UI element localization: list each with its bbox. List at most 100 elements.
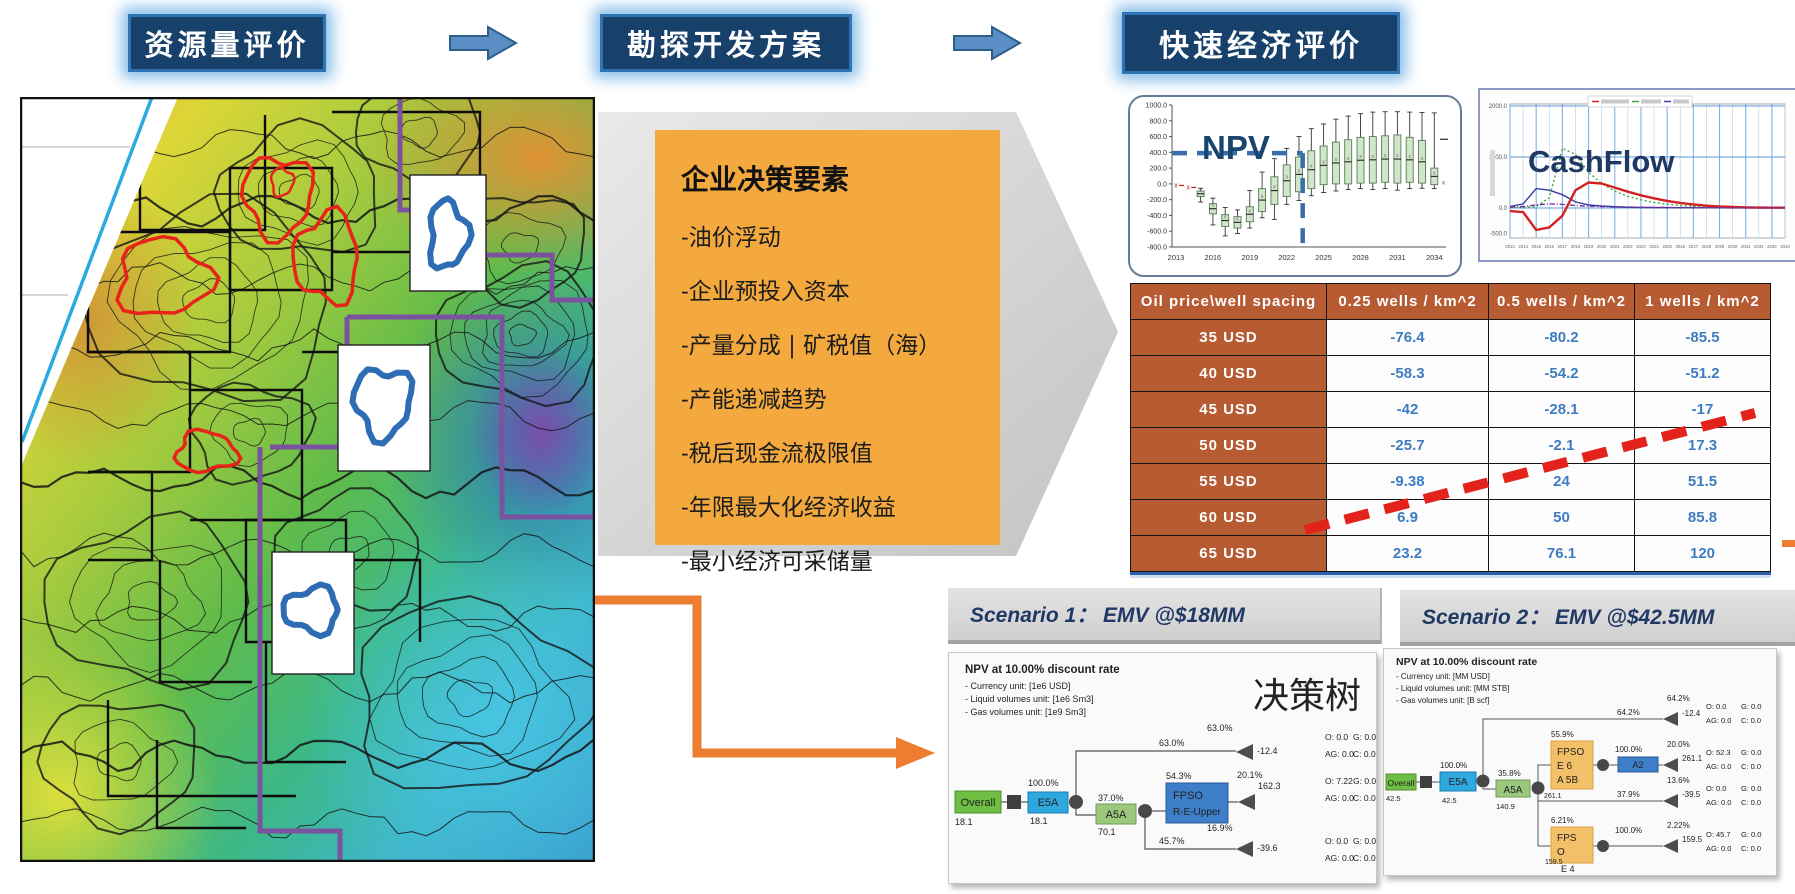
economics-table: Oil price\well spacing 0.25 wells / km^2 0… (1130, 283, 1771, 572)
decision-factor-item: -企业预投入资本 (681, 279, 850, 305)
tree2-t2-value: 261.1 (1682, 754, 1703, 763)
svg-text:2034: 2034 (1780, 244, 1790, 249)
table-header-col-0: Oil price\well spacing (1130, 283, 1327, 320)
cashflow-chart-panel: 2000.0 1000.0 0.0 -500.0 2013 2014 2015 2016 201… (1478, 88, 1795, 262)
tree1-t3-pct: 16.9% (1207, 823, 1233, 833)
tree2-e5a-label: E5A (1449, 777, 1468, 788)
decision-factors-title: 企业决策要素 (681, 164, 850, 195)
tree1-t1-c: C: 0.0 (1353, 749, 1376, 759)
tree2-e5a-pct: 100.0% (1440, 761, 1467, 770)
cashflow-series-net-cashflow-red (1509, 181, 1785, 232)
row-label-40-usd: 40 USD (1130, 355, 1327, 392)
svg-text:2019: 2019 (1584, 244, 1594, 249)
tree1-t2-pct: 20.1% (1237, 770, 1263, 780)
tree2-t3-ag: AG: 0.0 (1706, 798, 1731, 807)
tree2-fpso-line2: E 6 (1557, 761, 1572, 772)
tree2-t3-value: -39.5 (1682, 790, 1701, 799)
tree2-t4-ag: AG: 0.0 (1706, 844, 1731, 853)
npv-cell-r0-c1: -80.2 (1488, 319, 1635, 356)
svg-text:2016: 2016 (1545, 244, 1555, 249)
tree2-t2-pct: 20.0% (1667, 740, 1690, 749)
tree1-note: - Currency unit: [1e6 USD] (965, 681, 1071, 691)
tree1-a5a-label: A5A (1106, 809, 1127, 821)
tree1-t2-c: C: 0.0 (1353, 793, 1376, 803)
decision-factor-item: -税后现金流极限值 (681, 441, 873, 467)
tree1-t1-oil: O: 0.0 (1325, 732, 1348, 742)
svg-text:2032: 2032 (1754, 244, 1764, 249)
tree2-chance-node-3 (1597, 759, 1609, 771)
tree1-t1-value: -12.4 (1257, 746, 1278, 756)
tree1-watermark: 决策树 (1253, 675, 1361, 716)
svg-text:x: x (1236, 216, 1239, 222)
tree2-fpso-value: 261.1 (1544, 793, 1562, 800)
decision-factor-item: -产量分成 | 矿税值（海） (681, 333, 942, 359)
svg-text:2014: 2014 (1518, 244, 1528, 249)
svg-text:2017: 2017 (1558, 244, 1568, 249)
row-label-55-usd: 55 USD (1130, 463, 1327, 500)
npv-chart-title: NPV (1202, 129, 1270, 166)
svg-text:0.0: 0.0 (1157, 181, 1167, 188)
svg-text:2031: 2031 (1389, 253, 1406, 262)
workflow-step-1-chip: 资源量评价 (128, 14, 326, 72)
svg-text:600.0: 600.0 (1149, 134, 1167, 141)
tree2-chance-node-4 (1597, 840, 1609, 852)
svg-text:-200.0: -200.0 (1147, 197, 1167, 204)
svg-text:2020: 2020 (1597, 244, 1607, 249)
tree2-t1-gas: G: 0.0 (1741, 702, 1761, 711)
npv-cell-r2-c0: -42 (1326, 391, 1489, 428)
workflow-arrow-2-icon (953, 25, 1023, 61)
tree1-t3-value: -39.6 (1257, 843, 1278, 853)
tree2-t2-ag: AG: 0.0 (1706, 762, 1731, 771)
cashflow-series-royalty-purple (1509, 203, 1785, 209)
npv-boxplot-panel: 1000.0 800.0 600.0 400.0 200.0 0.0 -200.0 -400.… (1128, 95, 1462, 277)
tree2-t3-oil: O: 0.0 (1706, 784, 1726, 793)
svg-text:2013: 2013 (1505, 244, 1515, 249)
workflow-step-1-label: 资源量评价 (144, 28, 310, 62)
svg-text:x: x (1174, 182, 1178, 189)
svg-text:2027: 2027 (1689, 244, 1699, 249)
npv-cell-r5-c0: 6.9 (1326, 499, 1489, 536)
svg-text:2024: 2024 (1649, 244, 1659, 249)
svg-text:-800.0: -800.0 (1147, 245, 1167, 252)
svg-text:x: x (1335, 157, 1338, 163)
tree2-t4-oil: O: 45.7 (1706, 830, 1731, 839)
svg-text:2016: 2016 (1205, 253, 1222, 262)
tree1-note: - Gas volumes unit: [1e9 Sm3] (965, 707, 1086, 717)
npv-cell-r4-c0: -9.38 (1326, 463, 1489, 500)
tree2-note: - Gas volumes unit: [B scf] (1396, 696, 1489, 705)
npv-cell-r6-c0: 23.2 (1326, 535, 1489, 572)
npv-cell-r0-c2: -85.5 (1634, 319, 1771, 356)
row-label-35-usd: 35 USD (1130, 319, 1327, 356)
npv-cell-r3-c1: -2.1 (1488, 427, 1635, 464)
tree1-note: - Liquid volumes unit: [1e6 Sm3] (965, 694, 1094, 704)
tree2-a5a-label: A5A (1504, 785, 1523, 796)
svg-text:800.0: 800.0 (1149, 118, 1167, 125)
scenario-2-title: Scenario 2： EMV @$42.5MM (1422, 606, 1715, 629)
npv-cell-r2-c2: -17 (1634, 391, 1771, 428)
svg-text:x: x (1442, 181, 1445, 187)
tree2-fps-value: 159.5 (1545, 859, 1563, 866)
npv-cell-r0-c0: -76.4 (1326, 319, 1489, 356)
table-row: 35 USD -76.4 -80.2 -85.5 (1130, 319, 1771, 356)
svg-text:2028: 2028 (1702, 244, 1712, 249)
tree1-t3-ag: AG: 0.0 (1325, 853, 1354, 863)
tree1-fpso-label-1: FPSO (1173, 790, 1203, 802)
tree2-terminal-3 (1663, 794, 1678, 808)
table-row: 50 USD -25.7 -2.1 17.3 (1130, 427, 1771, 464)
workflow-step-3-chip: 快速经济评价 (1122, 12, 1400, 74)
tree2-chance-node (1476, 774, 1490, 788)
decision-factor-item: -产能递减趋势 (681, 387, 827, 413)
decision-factor-item: -最小经济可采储量 (681, 549, 873, 575)
tree2-fpso-line1: FPSO (1557, 747, 1584, 758)
svg-text:x: x (1212, 203, 1215, 209)
svg-text:2015: 2015 (1531, 244, 1541, 249)
npv-cell-r6-c1: 76.1 (1488, 535, 1635, 572)
tree2-fps-line1: FPS (1557, 833, 1577, 844)
tree1-t2-value: 162.3 (1258, 781, 1281, 791)
tree2-t4-gas: G: 0.0 (1741, 830, 1761, 839)
tree1-t1-pct: 63.0% (1207, 723, 1233, 733)
svg-text:x: x (1433, 170, 1436, 176)
tree1-overall-label: Overall (961, 797, 996, 809)
tree2-overall-value: 42.5 (1386, 794, 1401, 803)
